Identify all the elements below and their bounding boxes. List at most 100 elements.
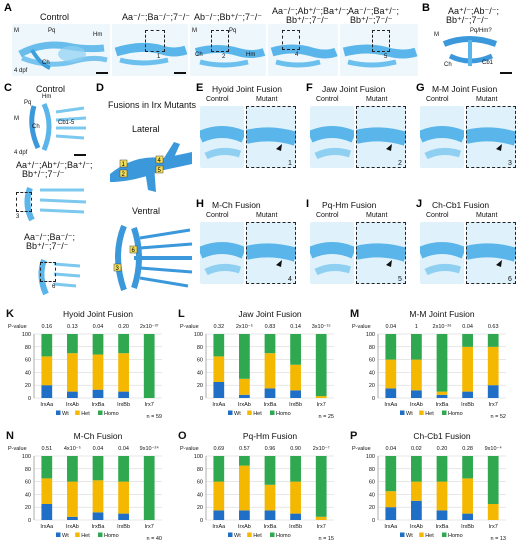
pvalue: 0.83 <box>265 324 276 330</box>
control-label: Control <box>426 212 449 219</box>
panel-label-m: M <box>350 308 359 320</box>
x-tick-label: IrxAa <box>40 402 54 408</box>
label-m: M <box>192 28 197 34</box>
legend-label: Het <box>253 533 262 539</box>
control-label: Control <box>316 96 339 103</box>
inset-number-2: 2 <box>222 54 226 60</box>
scale-bar <box>74 154 86 156</box>
legend-label: Homo <box>276 533 291 539</box>
inset-box-3 <box>16 192 32 212</box>
bar-segment-wt <box>487 385 499 398</box>
lateral-diagram: 1 2 4 5 <box>110 142 192 192</box>
inset-number-1: 1 <box>157 54 161 60</box>
bar-segment-het <box>67 353 78 392</box>
control-image <box>200 222 244 284</box>
cartilage-image-c2 <box>14 180 94 228</box>
label-dpf: 4 dpf <box>14 150 28 156</box>
panel-f-title: Jaw Joint Fusion <box>322 84 386 94</box>
y-tick-label: 20 <box>197 505 203 511</box>
diagram-number-1: 1 <box>122 162 126 168</box>
inset-number: 4 <box>288 276 292 283</box>
bar-chart-k: K Hyoid Joint Fusion P-value 0.16 0.13 0.04 0.… <box>6 308 162 420</box>
panel-label-n: N <box>6 430 14 442</box>
x-tick-label: IrxAb <box>238 402 251 408</box>
x-tick-label: Irx7 <box>145 524 154 530</box>
mutant-label: Mutant <box>366 96 388 103</box>
pvalue: 2x10⁻³⁷ <box>140 323 159 330</box>
y-tick-label: 0 <box>372 518 375 524</box>
legend-swatch <box>75 532 80 537</box>
sample-size: n = 59 <box>147 414 162 420</box>
legend-label: Homo <box>276 411 291 417</box>
panel-a-title-1: Control <box>40 12 70 22</box>
bar-segment-wt <box>213 382 225 398</box>
bar-segment-het <box>92 354 104 390</box>
bar-segment-het <box>315 396 327 398</box>
bar-segment-het <box>411 481 422 501</box>
mutant-dashed-box <box>356 222 406 284</box>
y-tick-label: 0 <box>200 396 203 402</box>
bar-chart-l: L Jaw Joint Fusion P-value 0.32 2x10⁻⁵ 0.83 0.… <box>178 308 334 420</box>
bar-chart-o: O Pq-Hm Fusion P-value 0.69 0.57 0.96 0.90 2x10… <box>178 430 334 542</box>
arrowhead-icon <box>386 144 392 151</box>
x-tick-label: IrxBa <box>264 402 278 408</box>
bar-segment-wt <box>411 390 422 398</box>
legend-swatch <box>442 532 447 537</box>
cartilage-control <box>420 222 464 284</box>
pvalue: 0.04 <box>385 446 396 452</box>
diagram-number-5: 5 <box>158 168 162 174</box>
y-tick-label: 80 <box>369 345 375 351</box>
legend-label: Het <box>425 533 434 539</box>
mutant-dashed-box <box>356 106 406 168</box>
y-tick-label: 0 <box>28 518 31 524</box>
bar-segment-homo <box>411 456 422 482</box>
inset-number-3: 3 <box>16 214 20 220</box>
pvalue: 0.04 <box>462 324 473 330</box>
bar-segment-wt <box>264 510 276 520</box>
legend-label: Het <box>425 411 434 417</box>
y-tick-label: 100 <box>194 454 203 460</box>
legend-label: Het <box>81 533 90 539</box>
pvalue-label: P-value <box>8 446 27 452</box>
bar-segment-homo <box>436 334 448 392</box>
scale-bar <box>96 72 108 74</box>
x-tick-label: IrxBb <box>117 402 130 408</box>
bar-segment-wt <box>290 390 301 398</box>
label-m: M <box>434 32 439 38</box>
bar-segment-homo <box>385 456 397 492</box>
control-image <box>420 106 464 168</box>
sample-size: n = 13 <box>491 536 506 542</box>
y-tick-label: 80 <box>197 467 203 473</box>
cartilage-mutant <box>246 222 296 284</box>
control-image <box>200 106 244 168</box>
bar-segment-homo <box>143 456 155 520</box>
legend-label: Wt <box>234 533 241 539</box>
panel-b-title-2: Bb⁺/⁻;7⁻/⁻ <box>446 15 489 25</box>
pvalue: 0.02 <box>411 446 422 452</box>
bar-segment-homo <box>290 334 301 365</box>
panel-e-title: Hyoid Joint Fusion <box>212 84 282 94</box>
mutant-label: Mutant <box>476 212 498 219</box>
pvalue: 2x10⁻⁵ <box>236 323 253 330</box>
bar-segment-homo <box>92 456 104 481</box>
diagram-number-4: 4 <box>158 158 162 164</box>
control-image <box>310 106 354 168</box>
inset-number: 1 <box>288 160 292 167</box>
legend-label: Wt <box>62 533 69 539</box>
y-tick-label: 100 <box>366 454 375 460</box>
y-tick-label: 100 <box>22 454 31 460</box>
bar-segment-homo <box>118 334 129 354</box>
x-tick-label: IrxAb <box>410 524 423 530</box>
legend-label: Wt <box>62 411 69 417</box>
mutant-image <box>466 106 516 168</box>
legend-swatch <box>419 410 424 415</box>
legend-swatch <box>442 410 447 415</box>
label-cb1: Cb1 <box>482 60 494 66</box>
cartilage-image-b <box>424 26 516 76</box>
bar-segment-het <box>487 504 499 520</box>
cartilage-control <box>310 222 354 284</box>
bar-segment-het <box>264 353 276 389</box>
bar-segment-wt <box>436 394 448 398</box>
bar-segment-het <box>315 516 327 520</box>
y-tick-label: 80 <box>25 467 31 473</box>
